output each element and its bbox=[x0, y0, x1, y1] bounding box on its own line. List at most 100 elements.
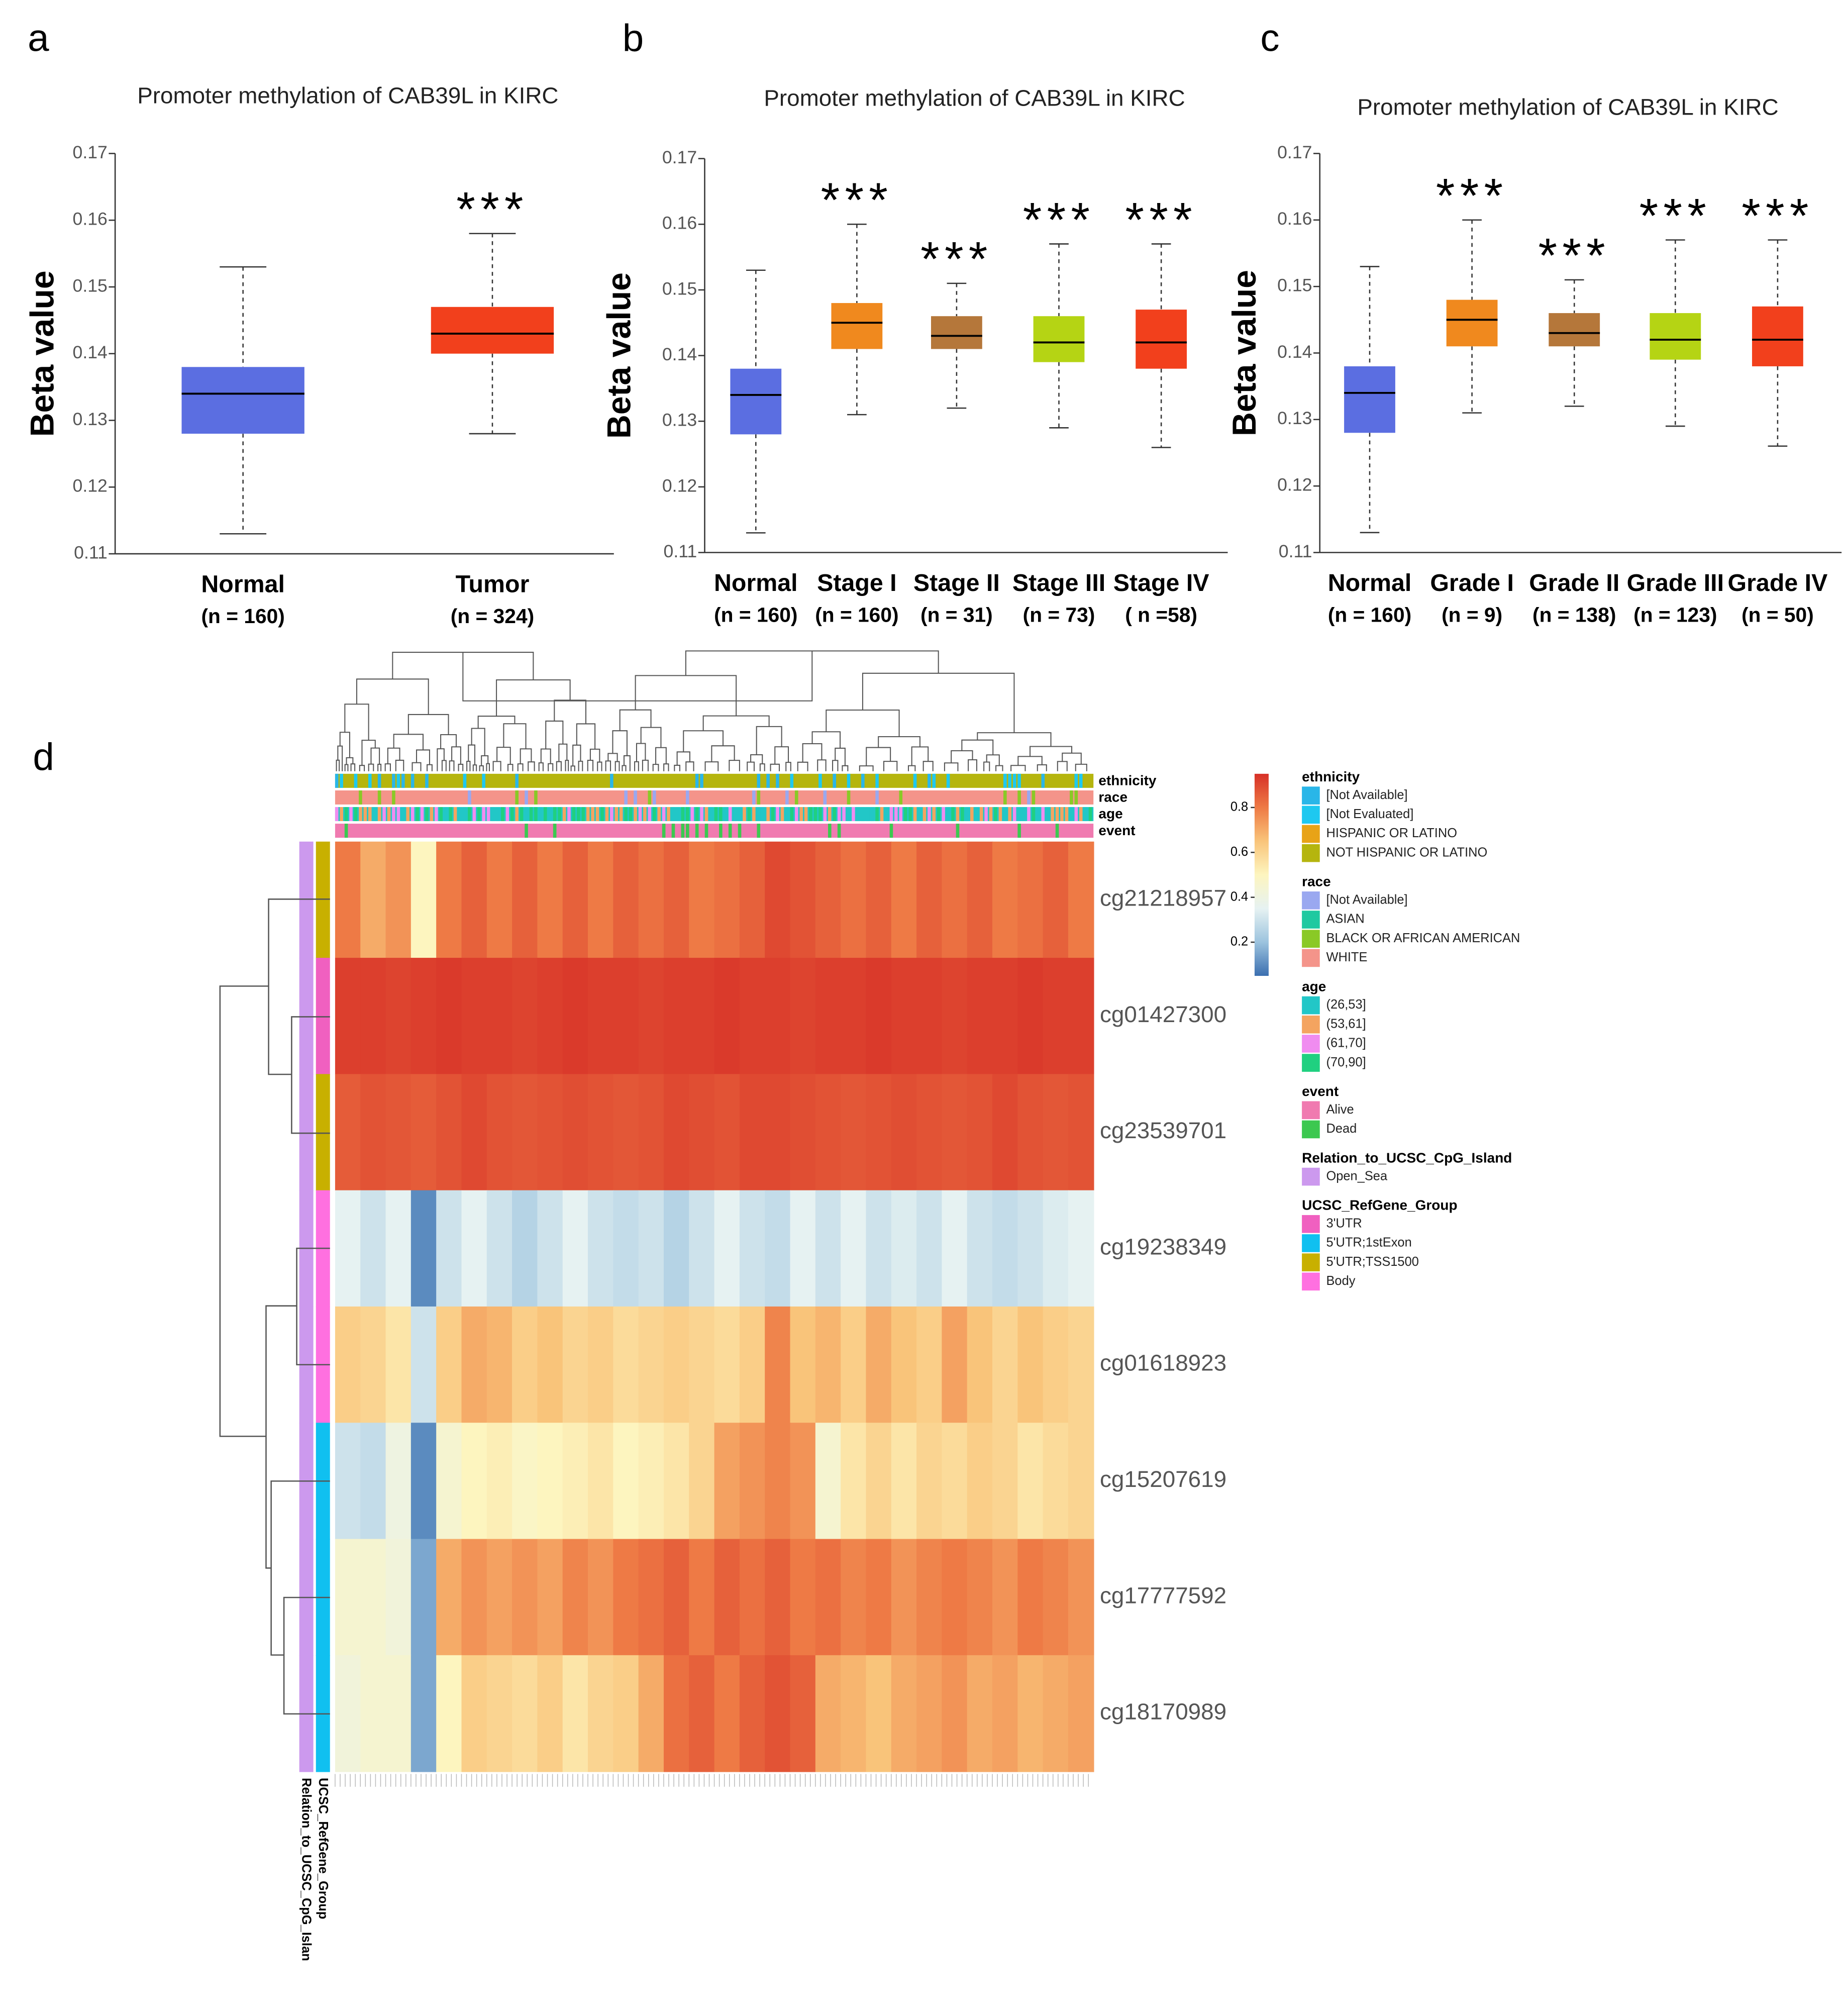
legend-swatch bbox=[1302, 1253, 1320, 1271]
annotation-stripe bbox=[638, 807, 642, 822]
heatmap-cell bbox=[588, 1190, 614, 1308]
heatmap-cell bbox=[360, 1306, 386, 1424]
column-dendrogram bbox=[983, 761, 990, 771]
annotation-stripe bbox=[1070, 807, 1073, 822]
annotation-stripe bbox=[368, 807, 372, 822]
annotation-stripe bbox=[363, 807, 367, 822]
x-tick-label: Grade IV bbox=[1728, 569, 1828, 596]
heatmap-cell bbox=[436, 1074, 462, 1191]
heatmap-cell bbox=[714, 1539, 741, 1656]
heatmap-cell bbox=[790, 1190, 816, 1308]
heatmap-cell bbox=[739, 1190, 766, 1308]
heatmap-cell bbox=[967, 958, 993, 1075]
annotation-stripe bbox=[553, 824, 557, 838]
annotation-stripe bbox=[553, 807, 557, 822]
annotation-stripe bbox=[444, 807, 448, 822]
box bbox=[431, 307, 554, 354]
annotation-stripe bbox=[998, 807, 1002, 822]
annotation-stripe bbox=[833, 807, 837, 822]
annotation-stripe bbox=[501, 807, 504, 822]
annotation-stripe bbox=[700, 807, 703, 822]
heatmap-cell bbox=[790, 1306, 816, 1424]
heatmap-cell bbox=[410, 1306, 437, 1424]
annotation-stripe bbox=[1032, 790, 1036, 805]
heatmap-cell bbox=[765, 1190, 791, 1308]
heatmap-cell bbox=[866, 1190, 892, 1308]
heatmap-cell bbox=[486, 1306, 513, 1424]
heatmap-cell bbox=[410, 1423, 437, 1540]
heatmap-cell bbox=[866, 1655, 892, 1772]
significance: *** bbox=[1538, 229, 1610, 283]
heatmap-cell bbox=[739, 841, 766, 959]
y-tick-label: 0.12 bbox=[662, 475, 697, 495]
annotation-stripe bbox=[619, 807, 623, 822]
heatmap-cell bbox=[967, 1074, 993, 1191]
annotation-stripe bbox=[401, 773, 405, 788]
annotation-stripe bbox=[1041, 773, 1045, 788]
annotation-stripe bbox=[1070, 790, 1073, 805]
column-dendrogram bbox=[392, 652, 534, 680]
heatmap-cell bbox=[512, 1190, 538, 1308]
annotation-stripe bbox=[743, 807, 746, 822]
x-tick-sublabel: (n = 138) bbox=[1532, 604, 1616, 627]
legend-label: (70,90] bbox=[1326, 1055, 1366, 1069]
heatmap-cell bbox=[537, 958, 563, 1075]
column-dendrogram bbox=[1010, 765, 1026, 771]
legend-swatch bbox=[1302, 911, 1320, 929]
column-dendrogram bbox=[540, 748, 551, 764]
heatmap-cell bbox=[866, 1539, 892, 1656]
column-dendrogram bbox=[538, 762, 544, 771]
column-dendrogram bbox=[545, 720, 564, 749]
heatmap-cell bbox=[588, 958, 614, 1075]
heatmap-cell bbox=[486, 958, 513, 1075]
annotation-stripe bbox=[728, 807, 732, 822]
heatmap-cell bbox=[436, 958, 462, 1075]
heatmap-cell bbox=[486, 1190, 513, 1308]
legend-label: [Not Available] bbox=[1326, 788, 1407, 802]
annotation-stripe bbox=[747, 807, 751, 822]
heatmap-cell bbox=[461, 1074, 488, 1191]
heatmap-cell bbox=[663, 1306, 690, 1424]
annotation-stripe bbox=[932, 807, 936, 822]
annotation-stripe bbox=[430, 807, 434, 822]
annotation-stripe bbox=[477, 807, 481, 822]
legend-label: BLACK OR AFRICAN AMERICAN bbox=[1326, 931, 1520, 945]
heatmap-cell bbox=[335, 1074, 361, 1191]
heatmap-cell bbox=[360, 1423, 386, 1540]
column-dendrogram bbox=[449, 760, 455, 771]
annotation-stripe bbox=[681, 807, 685, 822]
column-dendrogram bbox=[922, 761, 934, 771]
y-tick-label: 0.16 bbox=[662, 213, 697, 233]
y-tick-label: 0.14 bbox=[1277, 342, 1312, 362]
heatmap-cell bbox=[689, 1655, 715, 1772]
heatmap-cell bbox=[360, 1539, 386, 1656]
heatmap-cell bbox=[916, 1306, 943, 1424]
heatmap-cell bbox=[385, 1539, 412, 1656]
box bbox=[181, 367, 304, 434]
annotation-stripe bbox=[539, 807, 543, 822]
y-tick-label: 0.17 bbox=[73, 142, 108, 162]
heatmap-cell bbox=[335, 1190, 361, 1308]
annotation-stripe bbox=[520, 807, 524, 822]
x-tick-label: Normal bbox=[1328, 569, 1412, 596]
column-dendrogram bbox=[619, 709, 652, 731]
legend-label: (61,70] bbox=[1326, 1036, 1366, 1050]
annotation-stripe bbox=[505, 807, 509, 822]
heatmap-cell bbox=[588, 1539, 614, 1656]
annotation-stripe bbox=[463, 807, 467, 822]
legend-label: NOT HISPANIC OR LATINO bbox=[1326, 845, 1487, 859]
heatmap-cell bbox=[815, 1655, 842, 1772]
heatmap-cell bbox=[992, 1655, 1018, 1772]
heatmap-cell bbox=[992, 1074, 1018, 1191]
annotation-stripe bbox=[581, 807, 585, 822]
heatmap-cell bbox=[739, 1655, 766, 1772]
annotation-stripe bbox=[994, 807, 997, 822]
column-dendrogram bbox=[750, 754, 763, 764]
annotation-stripe bbox=[757, 824, 761, 838]
annotation-stripe bbox=[458, 807, 462, 822]
x-tick-sublabel: ( n =58) bbox=[1125, 604, 1197, 627]
heatmap-cell bbox=[790, 1423, 816, 1540]
column-annotation-label: event bbox=[1098, 823, 1135, 838]
annotation-stripe bbox=[662, 807, 666, 822]
heatmap-cell bbox=[942, 1190, 968, 1308]
